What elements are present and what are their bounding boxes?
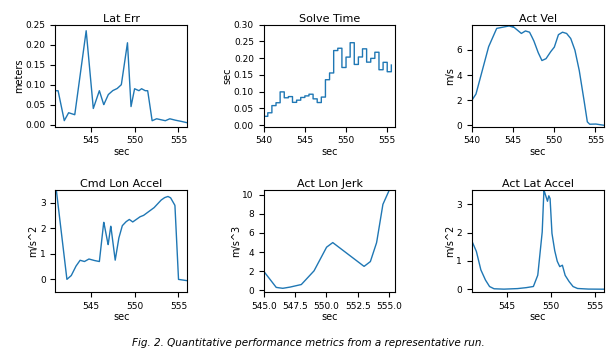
Title: Act Vel: Act Vel — [519, 14, 557, 24]
X-axis label: sec: sec — [322, 312, 338, 322]
Y-axis label: m/s^2: m/s^2 — [445, 225, 455, 257]
Text: Fig. 2. Quantitative performance metrics from a representative run.: Fig. 2. Quantitative performance metrics… — [132, 339, 484, 348]
Y-axis label: m/s: m/s — [445, 67, 455, 84]
X-axis label: sec: sec — [530, 147, 546, 157]
X-axis label: sec: sec — [530, 312, 546, 322]
X-axis label: sec: sec — [113, 312, 129, 322]
X-axis label: sec: sec — [113, 147, 129, 157]
Title: Lat Err: Lat Err — [103, 14, 140, 24]
Title: Act Lat Accel: Act Lat Accel — [502, 179, 573, 189]
Title: Cmd Lon Accel: Cmd Lon Accel — [80, 179, 163, 189]
Y-axis label: m/s^2: m/s^2 — [28, 225, 39, 257]
Title: Solve Time: Solve Time — [299, 14, 360, 24]
Title: Act Lon Jerk: Act Lon Jerk — [296, 179, 363, 189]
X-axis label: sec: sec — [322, 147, 338, 157]
Y-axis label: m/s^3: m/s^3 — [231, 225, 241, 257]
Y-axis label: sec: sec — [222, 68, 232, 84]
Y-axis label: meters: meters — [14, 58, 24, 93]
